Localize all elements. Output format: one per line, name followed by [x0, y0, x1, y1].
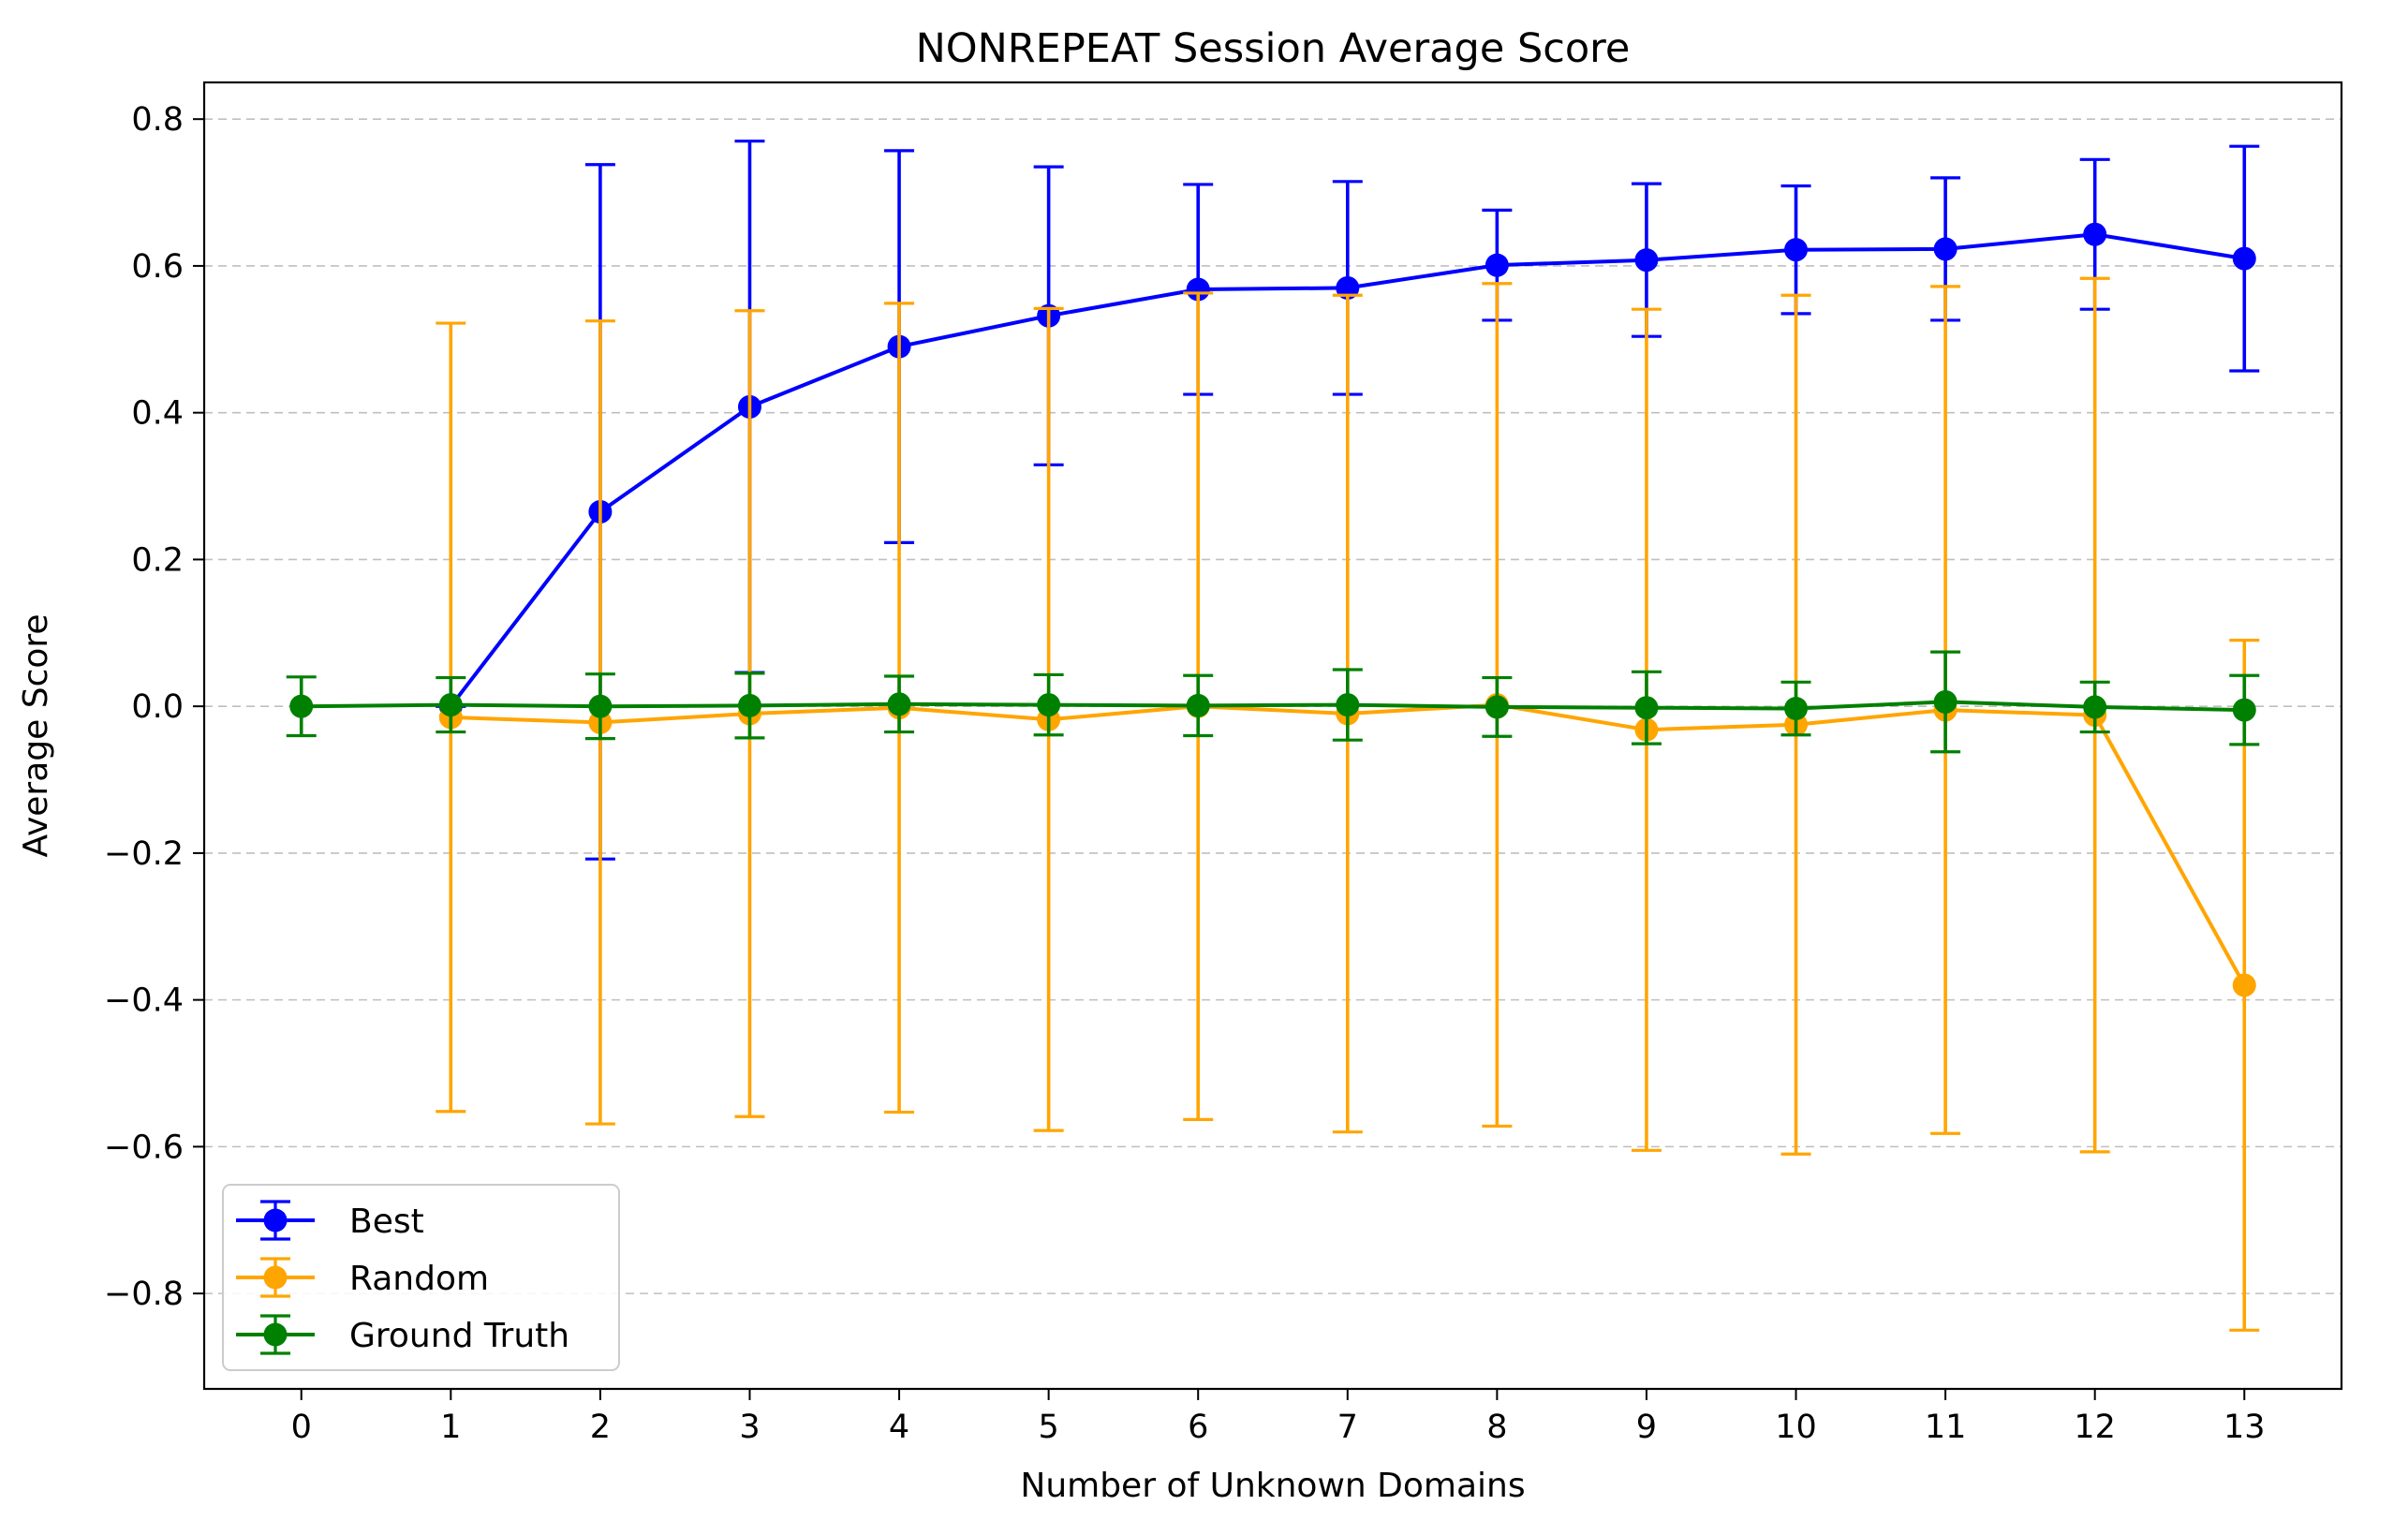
data-point: [1933, 689, 1957, 714]
y-tick-label: −0.4: [104, 982, 184, 1020]
legend-entry: Best: [236, 1200, 424, 1241]
chart-title: NONREPEAT Session Average Score: [916, 25, 1631, 72]
x-tick-label: 11: [1925, 1409, 1967, 1446]
data-point: [1784, 238, 1809, 262]
x-tick-label: 0: [291, 1409, 312, 1446]
legend-label: Random: [349, 1260, 489, 1298]
y-axis-title: Average Score: [17, 613, 55, 857]
data-point: [2232, 973, 2256, 997]
y-tick-label: −0.8: [104, 1276, 184, 1313]
x-tick-label: 9: [1636, 1409, 1657, 1446]
x-tick-label: 1: [440, 1409, 461, 1446]
x-tick-label: 5: [1038, 1409, 1058, 1446]
data-point: [887, 692, 911, 716]
y-tick-label: 0.4: [131, 395, 184, 433]
y-tick-label: −0.2: [104, 835, 184, 873]
x-tick-label: 4: [889, 1409, 909, 1446]
data-point: [1634, 248, 1659, 273]
legend-marker: [263, 1265, 288, 1290]
legend-marker: [263, 1322, 288, 1347]
x-axis-title: Number of Unknown Domains: [1020, 1467, 1525, 1505]
data-point: [1485, 695, 1509, 719]
plot-frame: [202, 81, 2343, 1391]
data-point: [2232, 246, 2256, 271]
data-point: [1933, 237, 1957, 261]
x-tick-label: 10: [1775, 1409, 1817, 1446]
y-tick-label: 0.0: [131, 688, 184, 726]
data-point: [438, 693, 463, 717]
x-tick-label: 6: [1188, 1409, 1208, 1446]
data-point: [1634, 696, 1659, 720]
y-tick-label: 0.8: [131, 101, 184, 139]
legend-entry: Random: [236, 1257, 489, 1298]
data-point: [1784, 697, 1809, 721]
data-point: [2232, 698, 2256, 722]
x-tick-label: 2: [590, 1409, 611, 1446]
x-tick-label: 12: [2074, 1409, 2116, 1446]
x-tick-label: 7: [1337, 1409, 1358, 1446]
data-point: [588, 694, 613, 718]
legend: Best Random Ground Truth: [222, 1184, 620, 1371]
data-point: [1186, 693, 1210, 717]
legend-entry: Ground Truth: [236, 1314, 569, 1355]
data-point: [1485, 253, 1509, 277]
series-line: [301, 700, 2245, 713]
data-point: [737, 693, 761, 717]
data-point: [1037, 693, 1061, 717]
legend-marker: [263, 1208, 288, 1232]
legend-label: Best: [349, 1203, 424, 1241]
y-tick-label: 0.2: [131, 541, 184, 579]
data-point: [2083, 222, 2107, 246]
legend-box: [222, 1184, 620, 1371]
data-point: [289, 694, 314, 718]
data-point: [2083, 695, 2107, 719]
y-tick-label: 0.6: [131, 248, 184, 286]
series-ground-truth: [286, 650, 2260, 754]
x-tick-label: 3: [739, 1409, 760, 1446]
series-layer: [286, 140, 2260, 1332]
legend-label: Ground Truth: [349, 1317, 569, 1355]
data-point: [1336, 693, 1360, 717]
x-tick-label: 13: [2223, 1409, 2266, 1446]
axis-ticks: 0 1 2 3 4 5 6 7 8 9 10 11 12 13−0.8−0.6−0.4−0.20.00.2…: [104, 101, 2266, 1446]
data-point: [1186, 277, 1210, 302]
y-tick-label: −0.6: [104, 1129, 184, 1166]
x-tick-label: 8: [1486, 1409, 1507, 1446]
